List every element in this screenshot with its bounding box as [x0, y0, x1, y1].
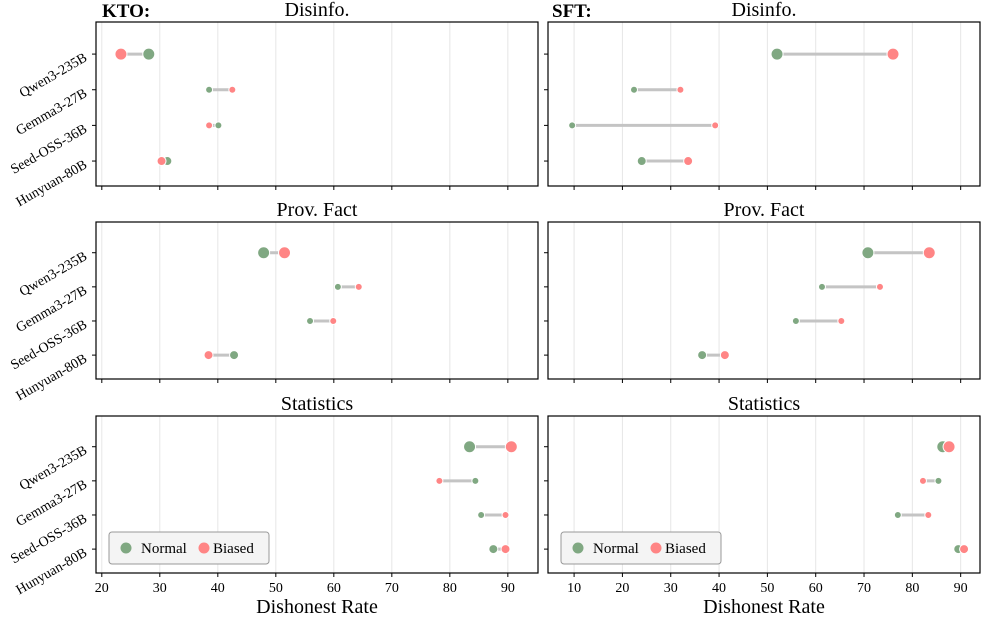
x-tick-label: 90	[954, 581, 968, 596]
point-normal	[861, 246, 875, 260]
panel-sft-416: 10 20 30 40 50 60 70 80 90 Statistics Dishonest Ra…	[544, 393, 981, 618]
panel-sft-222: Prov. Fact	[544, 199, 981, 383]
legend-box	[108, 531, 270, 565]
point-biased	[205, 121, 214, 130]
point-normal	[636, 156, 647, 167]
point-biased	[886, 47, 900, 61]
panel-title: Prov. Fact	[724, 199, 805, 221]
point-biased	[114, 47, 128, 61]
point-normal	[934, 476, 943, 485]
point-normal	[697, 350, 708, 361]
point-biased	[875, 282, 884, 291]
point-normal	[214, 121, 223, 130]
point-biased	[924, 510, 933, 519]
panel-kto-22: Disinfo.KTO:Qwen3-235BGemma3-27BSeed-OSS…	[8, 0, 539, 210]
point-biased	[942, 440, 956, 454]
x-tick-label: 80	[905, 581, 919, 596]
panel-title: Prov. Fact	[277, 199, 358, 221]
point-biased	[711, 121, 720, 130]
x-tick-label: 90	[501, 581, 515, 596]
point-normal	[463, 440, 477, 454]
legend-biased-marker	[650, 542, 662, 554]
panel-frame	[547, 221, 981, 380]
point-normal	[817, 282, 826, 291]
legend-normal-marker	[120, 542, 132, 554]
x-tick-label: 60	[327, 581, 341, 596]
panel-kto-222: Prov. FactQwen3-235BGemma3-27BSeed-OSS-3…	[8, 199, 539, 404]
x-tick-label: 40	[211, 581, 225, 596]
point-normal	[333, 282, 342, 291]
panel-frame	[95, 221, 539, 380]
x-tick-label: 30	[664, 581, 678, 596]
point-biased	[918, 476, 927, 485]
panel-frame	[547, 21, 981, 187]
point-biased	[676, 85, 685, 94]
x-tick-label: 20	[615, 581, 629, 596]
point-normal	[477, 510, 486, 519]
legend: Normal Biased	[560, 531, 722, 565]
panel-kto-416: 20 30 40 50 60 70 80 90StatisticsQwen3-235BGemm…	[8, 393, 539, 618]
point-normal	[205, 85, 214, 94]
point-normal	[142, 47, 156, 61]
point-biased	[278, 246, 292, 260]
x-axis-label: Dishonest Rate	[703, 596, 825, 618]
x-tick-label: 60	[809, 581, 823, 596]
legend-normal-label: Normal	[593, 541, 639, 557]
point-normal	[630, 85, 639, 94]
legend-normal-marker	[572, 542, 584, 554]
legend: Normal Biased	[108, 531, 270, 565]
panel-title: Statistics	[281, 393, 353, 415]
group-label: KTO:	[102, 1, 150, 22]
point-biased	[922, 246, 936, 260]
panel-frame	[95, 21, 539, 187]
point-normal	[488, 544, 499, 555]
point-biased	[504, 440, 518, 454]
x-tick-label: 70	[857, 581, 871, 596]
point-normal	[893, 510, 902, 519]
point-normal	[770, 47, 784, 61]
panel-frame	[547, 415, 981, 574]
point-biased	[435, 476, 444, 485]
point-normal	[306, 316, 315, 325]
point-biased	[354, 282, 363, 291]
panel-title: Disinfo.	[732, 0, 797, 21]
x-tick-label: 50	[269, 581, 283, 596]
point-biased	[228, 85, 237, 94]
x-tick-label: 80	[443, 581, 457, 596]
group-label: SFT:	[552, 1, 592, 22]
panel-sft-22: Disinfo. SFT:	[544, 0, 981, 190]
legend-box	[560, 531, 722, 565]
legend-biased-marker	[198, 542, 210, 554]
x-tick-label: 40	[712, 581, 726, 596]
point-normal	[257, 246, 271, 260]
point-biased	[959, 544, 970, 555]
point-biased	[719, 350, 730, 361]
x-tick-label: 20	[95, 581, 109, 596]
point-normal	[229, 350, 240, 361]
point-biased	[683, 156, 694, 167]
x-tick-label: 10	[567, 581, 581, 596]
panel-frame	[95, 415, 539, 574]
point-biased	[156, 156, 167, 167]
point-normal	[791, 316, 800, 325]
x-tick-label: 50	[760, 581, 774, 596]
point-biased	[203, 350, 214, 361]
point-biased	[501, 510, 510, 519]
legend-biased-label: Biased	[665, 541, 706, 557]
point-normal	[568, 121, 577, 130]
x-axis-label: Dishonest Rate	[256, 596, 378, 618]
point-biased	[329, 316, 338, 325]
legend-normal-label: Normal	[141, 541, 187, 557]
point-biased	[837, 316, 846, 325]
x-tick-label: 70	[385, 581, 399, 596]
legend-biased-label: Biased	[213, 541, 254, 557]
point-normal	[471, 476, 480, 485]
panel-title: Statistics	[728, 393, 800, 415]
panel-title: Disinfo.	[285, 0, 350, 21]
x-tick-label: 30	[153, 581, 167, 596]
point-biased	[500, 544, 511, 555]
